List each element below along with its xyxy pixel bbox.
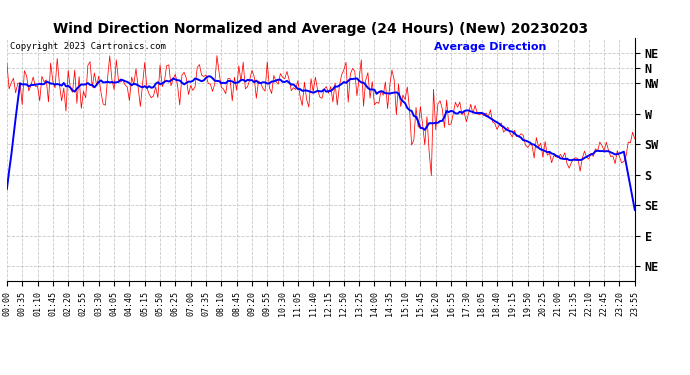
Text: Copyright 2023 Cartronics.com: Copyright 2023 Cartronics.com bbox=[10, 42, 166, 51]
Title: Wind Direction Normalized and Average (24 Hours) (New) 20230203: Wind Direction Normalized and Average (2… bbox=[53, 22, 589, 36]
Text: Average Direction: Average Direction bbox=[434, 42, 546, 52]
